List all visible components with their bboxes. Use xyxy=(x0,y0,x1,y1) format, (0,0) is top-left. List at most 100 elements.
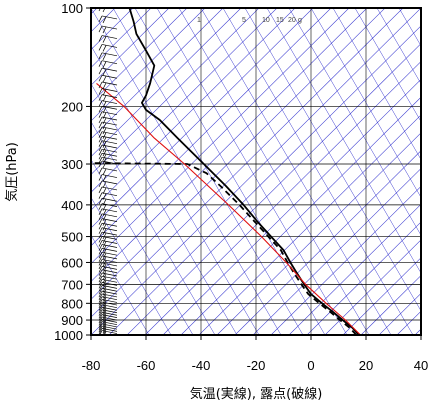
y-tick-label: 700 xyxy=(61,277,83,292)
barb-flag xyxy=(102,154,107,161)
wind-barb xyxy=(98,304,118,312)
mixing-ratio-label: 15 xyxy=(276,17,284,24)
adiabat-line xyxy=(91,83,238,335)
barb-flag xyxy=(102,76,107,83)
wind-barb xyxy=(98,240,118,248)
barb-staff xyxy=(101,186,118,191)
barb-flag xyxy=(98,279,103,286)
wind-barb xyxy=(98,314,118,322)
x-tick-label: 20 xyxy=(359,358,373,373)
wind-barb xyxy=(98,222,118,231)
barb-flag xyxy=(102,168,107,176)
y-tick-label: 600 xyxy=(61,255,83,270)
barb-flag xyxy=(102,313,107,320)
isotherm-line xyxy=(91,8,170,86)
wind-barb xyxy=(98,325,118,334)
barb-staff xyxy=(101,208,118,213)
barb-staff xyxy=(101,323,118,328)
barb-flag xyxy=(98,67,103,75)
wind-barb xyxy=(98,174,118,182)
barb-flag xyxy=(98,321,103,328)
wind-barb xyxy=(98,140,118,148)
barb-staff xyxy=(101,213,118,218)
wind-barb xyxy=(98,25,118,34)
barb-staff xyxy=(101,240,118,244)
barb-flag xyxy=(98,180,103,188)
isotherm-line xyxy=(342,257,421,335)
barb-flag xyxy=(98,293,103,301)
isotherm-line xyxy=(252,168,421,335)
wind-barb xyxy=(98,311,118,320)
isotherm-line xyxy=(288,203,421,335)
barb-staff xyxy=(101,304,118,309)
wind-barb xyxy=(98,144,118,153)
isotherm-line xyxy=(108,25,421,335)
isotherm-line xyxy=(144,61,421,335)
isotherm-line xyxy=(91,8,314,229)
adiabat-line xyxy=(376,8,421,85)
barb-staff xyxy=(101,309,118,314)
barb-flag xyxy=(98,290,103,298)
isotherm-line xyxy=(91,8,278,193)
barb-flag xyxy=(102,36,107,43)
adiabat-line xyxy=(91,158,194,335)
barb-flag xyxy=(98,35,103,42)
isotherm-line xyxy=(91,8,188,104)
barb-flag xyxy=(102,127,107,135)
barb-flag xyxy=(98,282,103,289)
wind-barb xyxy=(98,299,118,307)
barb-flag xyxy=(98,192,103,199)
barb-flag xyxy=(98,174,103,181)
barb-staff xyxy=(101,35,118,39)
barb-flag xyxy=(102,214,107,221)
wind-barb xyxy=(98,301,118,310)
barb-flag xyxy=(102,241,107,248)
wind-barb xyxy=(98,213,118,221)
barb-flag xyxy=(102,53,107,60)
barb-flag xyxy=(98,272,103,280)
barb-staff xyxy=(101,282,118,286)
series-layer xyxy=(91,8,361,335)
wind-barb xyxy=(98,275,118,284)
barb-flag xyxy=(98,25,103,33)
dewpoint-line xyxy=(91,162,358,335)
adiabat-grid xyxy=(91,8,421,335)
barb-flag xyxy=(102,300,107,307)
mixing-ratio-labels: 1 5 10 15 20 g xyxy=(197,17,302,24)
barb-flag xyxy=(102,224,107,231)
barb-flag xyxy=(102,61,107,68)
barb-flag xyxy=(98,276,103,283)
y-tick-label: 900 xyxy=(61,313,83,328)
barb-flag xyxy=(98,326,103,333)
adiabat-line xyxy=(200,8,392,335)
wind-barb xyxy=(98,152,118,161)
barb-staff xyxy=(101,248,118,252)
barb-flag xyxy=(98,285,103,292)
y-tick-label: 200 xyxy=(61,99,83,114)
barb-staff xyxy=(101,100,118,104)
barb-staff xyxy=(101,192,118,197)
wind-barb xyxy=(98,44,118,52)
barb-flag xyxy=(98,307,103,314)
barb-flag xyxy=(98,213,103,220)
barb-staff xyxy=(101,222,118,227)
barb-flag xyxy=(98,227,103,234)
wind-barb xyxy=(98,160,118,169)
barb-staff xyxy=(101,44,118,48)
barb-staff xyxy=(101,311,118,316)
temperature-line xyxy=(128,8,360,335)
barb-flag xyxy=(98,198,103,205)
adiabat-line xyxy=(420,8,421,9)
wind-barb xyxy=(98,218,118,226)
barb-flag xyxy=(102,228,107,235)
wind-barb xyxy=(98,167,118,176)
barb-flag xyxy=(102,117,107,125)
wind-barb xyxy=(98,35,118,43)
y-tick-label: 100 xyxy=(61,1,83,16)
isotherm-line xyxy=(91,8,386,300)
wind-barb xyxy=(98,236,118,244)
barb-flag xyxy=(102,26,107,34)
barb-flag xyxy=(98,131,103,138)
barb-staff xyxy=(101,293,118,298)
barb-staff xyxy=(101,328,118,332)
